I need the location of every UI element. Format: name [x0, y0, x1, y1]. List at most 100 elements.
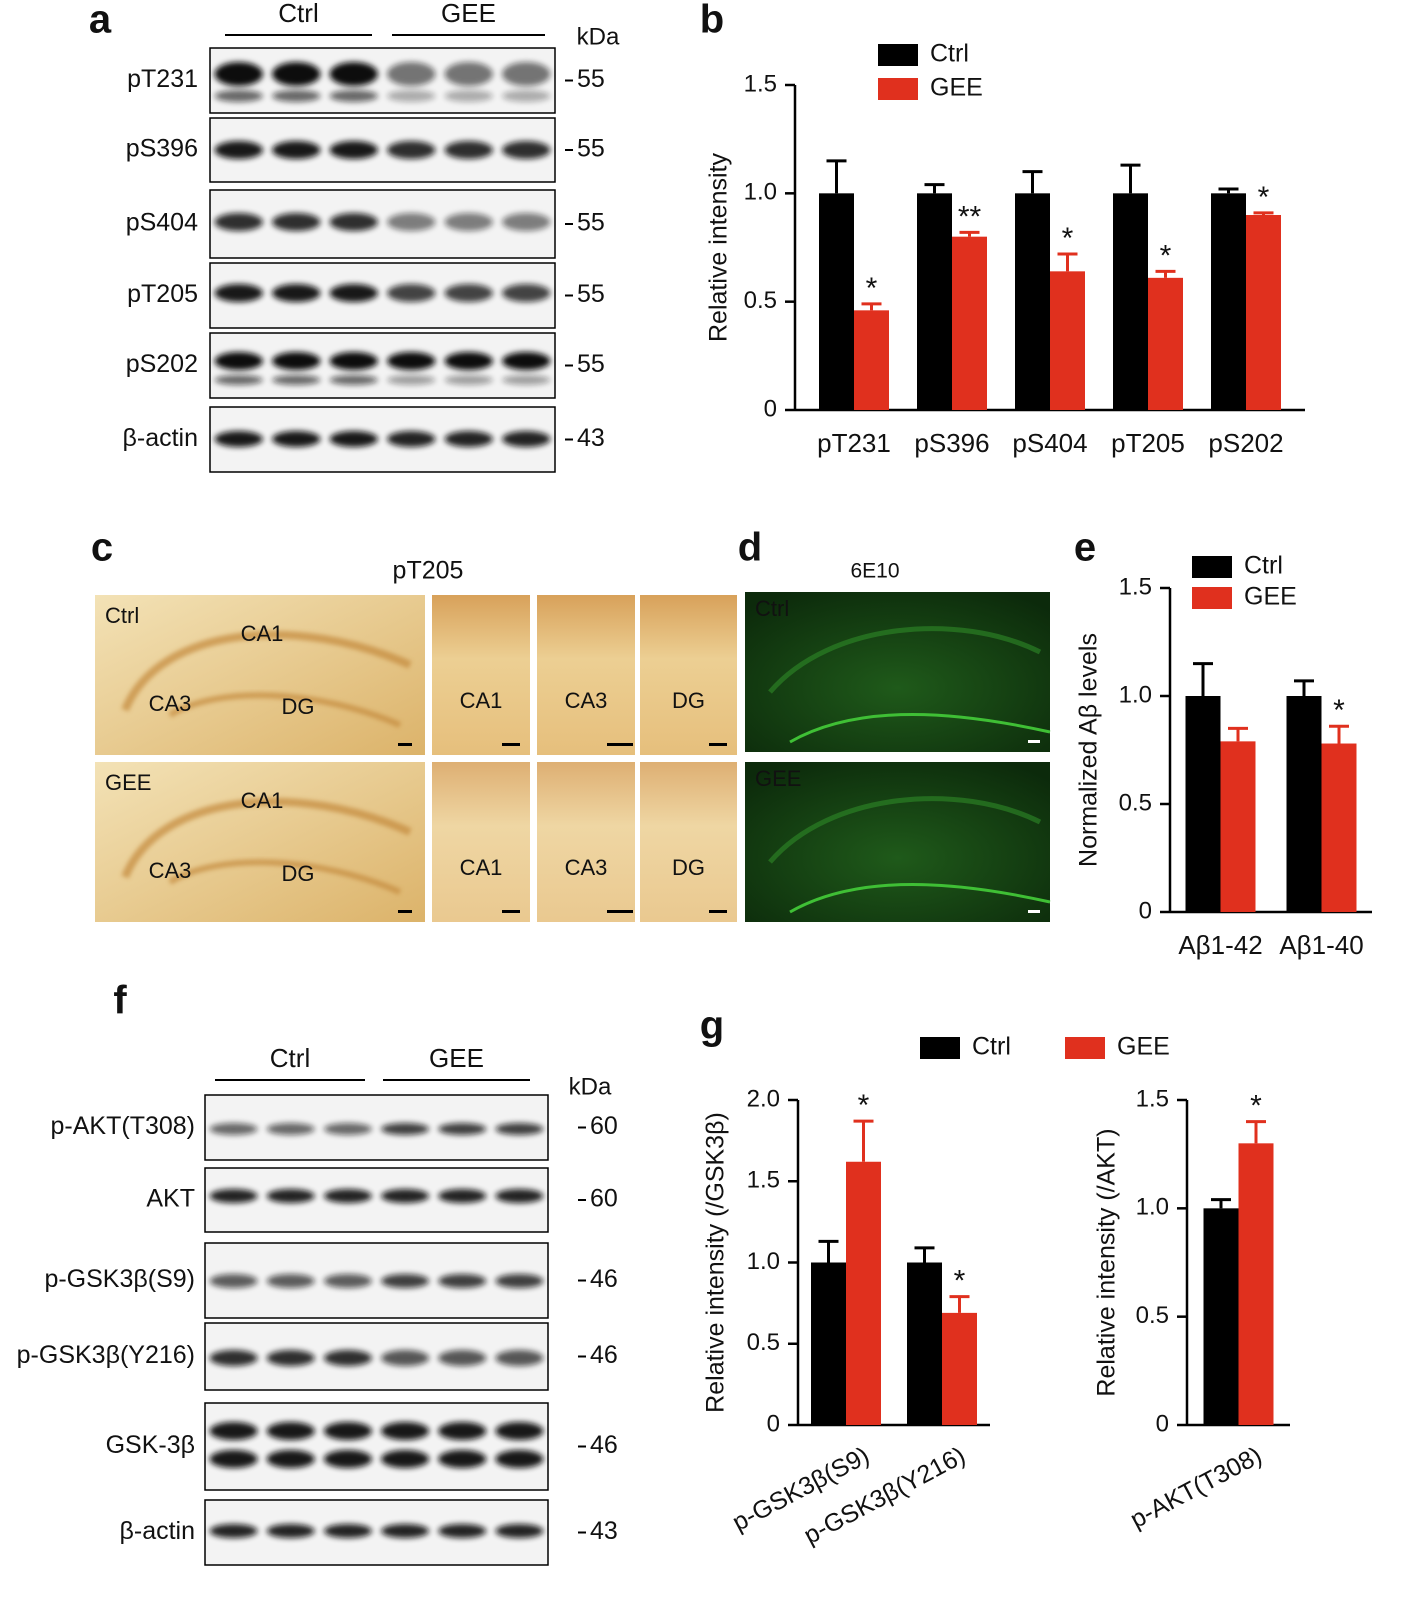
blot-box [204, 1402, 549, 1491]
x-tick-label: p-AKT(T308) [1126, 1441, 1267, 1534]
marker-label: 55 [577, 135, 605, 163]
y-tick-label: 1.5 [744, 70, 777, 97]
blot-band [387, 141, 436, 159]
histology-zoom [640, 595, 737, 755]
marker-label: 60 [590, 1112, 618, 1140]
unit-label: kDa [569, 1073, 612, 1100]
blot-band [329, 213, 378, 231]
blot-band [495, 1422, 544, 1440]
blot-band [272, 90, 321, 102]
significance-mark: * [1258, 181, 1270, 214]
blot-band [323, 1189, 372, 1203]
scale-bar [398, 910, 412, 913]
blot-band [381, 1274, 430, 1288]
group-label: GEE [441, 0, 496, 28]
blot-box [209, 262, 556, 329]
blot-band [387, 90, 436, 102]
tissue-layer [168, 692, 402, 728]
y-axis-label: Relative intensity (/AKT) [1093, 1128, 1121, 1396]
marker-label: 55 [577, 209, 605, 237]
scale-bar [607, 743, 633, 746]
row-label: GSK-3β [106, 1431, 195, 1459]
panel-letter: d [738, 526, 762, 570]
scale-bar [502, 910, 520, 913]
group-label: Ctrl [270, 1043, 310, 1073]
legend-swatch [878, 78, 918, 100]
region-label: CA3 [565, 688, 608, 713]
bar [1015, 193, 1050, 410]
bar [854, 310, 889, 410]
row-label: β-actin [119, 1517, 195, 1545]
blot-band [329, 141, 378, 159]
x-tick-label: pS396 [914, 428, 989, 458]
histology-zoom [537, 595, 635, 755]
blot-band [438, 1422, 487, 1440]
bar [1238, 1143, 1274, 1425]
blot-box [204, 1322, 549, 1391]
legend-swatch [1192, 587, 1232, 609]
blot-band [329, 375, 378, 385]
panel-letter: c [91, 526, 113, 570]
bar [942, 1312, 977, 1425]
region-label: CA1 [460, 688, 503, 713]
blot-band [381, 1450, 430, 1468]
blot-band [502, 284, 551, 302]
bar [1148, 277, 1183, 410]
row-label: p-AKT(T308) [51, 1112, 195, 1140]
y-tick-label: 0 [1156, 1410, 1169, 1437]
x-tick-label: pS202 [1208, 428, 1283, 458]
legend-swatch [1065, 1037, 1105, 1059]
histology-zoom [640, 762, 737, 922]
tissue-layer [768, 626, 1042, 694]
group-label: Ctrl [278, 0, 318, 28]
blot-band [444, 284, 493, 302]
y-tick-label: 0.5 [1136, 1302, 1169, 1329]
image-group-label: Ctrl [105, 603, 139, 628]
blot-box [209, 406, 556, 473]
row-label: pT205 [127, 280, 198, 308]
bar [811, 1262, 846, 1425]
blot-band [444, 213, 493, 231]
significance-mark: * [866, 272, 878, 305]
bar [1211, 193, 1246, 410]
region-label: CA3 [565, 855, 608, 880]
marker-label: 43 [590, 1517, 618, 1545]
blot-band [381, 1123, 430, 1135]
blot-band [266, 1524, 315, 1538]
blot-band [387, 375, 436, 385]
significance-mark: * [858, 1089, 870, 1122]
blot-band [387, 213, 436, 231]
blot-band [209, 1422, 258, 1440]
blot-band [444, 90, 493, 102]
blot-band [323, 1123, 372, 1135]
legend-label: GEE [1244, 583, 1297, 611]
bar [819, 193, 854, 410]
bar [1203, 1208, 1239, 1425]
blot-box [204, 1499, 549, 1566]
x-tick-label: pS404 [1012, 428, 1087, 458]
row-label: β-actin [122, 424, 198, 452]
blot-band [444, 62, 493, 86]
blot-band [381, 1189, 430, 1203]
legend-label: Ctrl [1244, 552, 1283, 580]
region-label: DG [672, 688, 705, 713]
blot-band [329, 62, 378, 86]
blot-band [444, 352, 493, 370]
blot-band [387, 62, 436, 86]
x-tick-label: p-GSK3β(Y216) [799, 1441, 970, 1549]
bar [1286, 696, 1322, 912]
blot-band [502, 375, 551, 385]
row-label: AKT [146, 1185, 195, 1213]
blot-band [209, 1123, 258, 1135]
blot-box [209, 117, 556, 183]
blot-band [272, 352, 321, 370]
blot-band [502, 90, 551, 102]
blot-band [266, 1350, 315, 1366]
y-tick-label: 0.5 [747, 1329, 780, 1356]
blot-band [214, 284, 263, 302]
blot-band [214, 62, 263, 86]
blot-band [495, 1524, 544, 1538]
blot-band [209, 1189, 258, 1203]
y-tick-label: 1.0 [1119, 681, 1152, 708]
